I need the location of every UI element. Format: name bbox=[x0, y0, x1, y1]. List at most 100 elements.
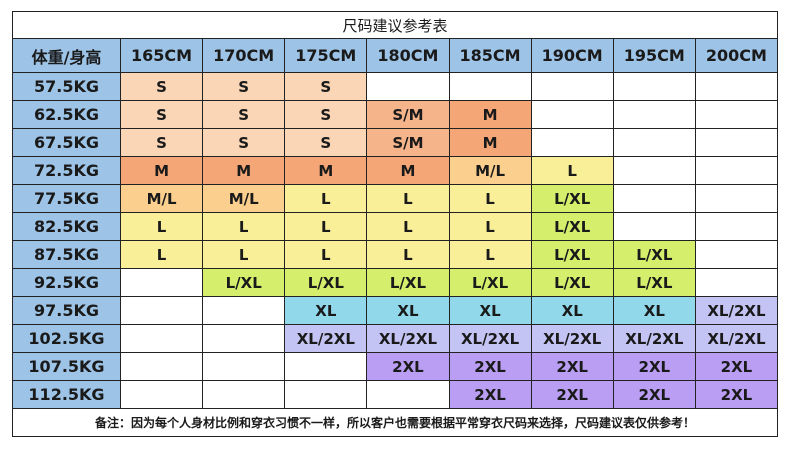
size-cell: S bbox=[202, 100, 286, 129]
size-cell: S bbox=[202, 72, 286, 101]
table-row: 57.5KG S S S bbox=[12, 72, 779, 101]
size-cell bbox=[284, 380, 368, 409]
weight-label: 57.5KG bbox=[12, 72, 121, 101]
size-cell bbox=[448, 72, 532, 101]
size-cell bbox=[119, 324, 204, 353]
size-cell: L/XL bbox=[530, 184, 614, 213]
size-cell bbox=[612, 184, 696, 213]
size-cell bbox=[612, 72, 696, 101]
size-cell: S bbox=[119, 72, 204, 101]
size-cell: XL bbox=[612, 296, 696, 325]
size-cell bbox=[694, 156, 779, 185]
table-row: 62.5KG S S S S/M M bbox=[12, 100, 779, 129]
height-header: 180CM bbox=[366, 38, 450, 73]
size-cell bbox=[202, 296, 286, 325]
height-header: 170CM bbox=[202, 38, 286, 73]
size-cell bbox=[694, 184, 779, 213]
size-cell: XL bbox=[366, 296, 450, 325]
size-cell bbox=[612, 212, 696, 241]
weight-label: 77.5KG bbox=[12, 184, 121, 213]
size-cell: M/L bbox=[448, 156, 532, 185]
size-cell: 2XL bbox=[530, 380, 614, 409]
weight-label: 82.5KG bbox=[12, 212, 121, 241]
size-cell bbox=[202, 324, 286, 353]
size-cell: XL/2XL bbox=[366, 324, 450, 353]
table-row: 102.5KG XL/2XL XL/2XL XL/2XL XL/2XL XL/2XL XL/… bbox=[12, 324, 779, 353]
weight-label: 92.5KG bbox=[12, 268, 121, 297]
table-row: 77.5KG M/L M/L L L L L/XL bbox=[12, 184, 779, 213]
weight-label: 102.5KG bbox=[12, 324, 121, 353]
size-cell bbox=[202, 352, 286, 381]
size-cell bbox=[119, 352, 204, 381]
size-cell: M bbox=[284, 156, 368, 185]
size-cell: L bbox=[202, 212, 286, 241]
size-cell bbox=[694, 240, 779, 269]
size-cell: S/M bbox=[366, 128, 450, 157]
size-cell: S/M bbox=[366, 100, 450, 129]
weight-label: 62.5KG bbox=[12, 100, 121, 129]
table-row: 92.5KG L/XL L/XL L/XL L/XL L/XL L/XL bbox=[12, 268, 779, 297]
size-cell: XL/2XL bbox=[694, 296, 779, 325]
table-row: 87.5KG L L L L L L/XL L/XL bbox=[12, 240, 779, 269]
size-cell: L bbox=[119, 212, 204, 241]
size-cell bbox=[694, 212, 779, 241]
size-cell: L bbox=[366, 240, 450, 269]
size-cell: XL bbox=[448, 296, 532, 325]
size-cell: S bbox=[119, 128, 204, 157]
size-cell: S bbox=[284, 128, 368, 157]
height-header: 175CM bbox=[284, 38, 368, 73]
size-cell: S bbox=[119, 100, 204, 129]
table-row: 82.5KG L L L L L L/XL bbox=[12, 212, 779, 241]
size-cell: M bbox=[366, 156, 450, 185]
size-cell: L/XL bbox=[284, 268, 368, 297]
size-cell bbox=[694, 72, 779, 101]
size-cell: XL bbox=[530, 296, 614, 325]
size-cell bbox=[612, 128, 696, 157]
size-cell: L bbox=[202, 240, 286, 269]
size-cell: L bbox=[366, 212, 450, 241]
size-cell bbox=[694, 100, 779, 129]
table-row: 97.5KG XL XL XL XL XL XL/2XL bbox=[12, 296, 779, 325]
size-cell: L/XL bbox=[448, 268, 532, 297]
size-cell: L/XL bbox=[530, 212, 614, 241]
size-cell: L bbox=[284, 212, 368, 241]
size-cell bbox=[119, 268, 204, 297]
size-cell bbox=[119, 296, 204, 325]
size-cell: S bbox=[202, 128, 286, 157]
size-cell: L bbox=[366, 184, 450, 213]
size-cell: XL/2XL bbox=[448, 324, 532, 353]
size-cell: 2XL bbox=[448, 352, 532, 381]
size-cell bbox=[530, 72, 614, 101]
size-cell: L bbox=[284, 184, 368, 213]
height-header: 195CM bbox=[612, 38, 696, 73]
size-cell: 2XL bbox=[694, 380, 779, 409]
weight-label: 112.5KG bbox=[12, 380, 121, 409]
weight-label: 72.5KG bbox=[12, 156, 121, 185]
size-cell: M/L bbox=[202, 184, 286, 213]
size-cell: 2XL bbox=[612, 352, 696, 381]
table-title: 尺码建议参考表 bbox=[12, 11, 778, 39]
size-cell: XL bbox=[284, 296, 368, 325]
size-cell bbox=[530, 128, 614, 157]
size-cell bbox=[694, 268, 779, 297]
weight-label: 107.5KG bbox=[12, 352, 121, 381]
height-header: 165CM bbox=[119, 38, 204, 73]
size-cell bbox=[612, 156, 696, 185]
header-row: 体重/身高 165CM 170CM 175CM 180CM 185CM 190CM 195C… bbox=[12, 38, 779, 73]
size-cell bbox=[612, 100, 696, 129]
size-cell: S bbox=[284, 72, 368, 101]
size-cell bbox=[530, 100, 614, 129]
size-cell bbox=[366, 72, 450, 101]
size-cell: L/XL bbox=[366, 268, 450, 297]
size-cell: L bbox=[448, 240, 532, 269]
size-cell: XL/2XL bbox=[612, 324, 696, 353]
table-row: 72.5KG M M M M M/L L bbox=[12, 156, 779, 185]
footnote: 备注：因为每个人身材比例和穿衣习惯不一样，所以客户也需要根据平常穿衣尺码来选择，… bbox=[12, 408, 778, 437]
weight-label: 87.5KG bbox=[12, 240, 121, 269]
size-cell: M bbox=[119, 156, 204, 185]
size-cell: 2XL bbox=[612, 380, 696, 409]
size-cell: L bbox=[119, 240, 204, 269]
size-cell: 2XL bbox=[448, 380, 532, 409]
size-cell: M bbox=[202, 156, 286, 185]
table-row: 112.5KG 2XL 2XL 2XL 2XL bbox=[12, 380, 779, 409]
